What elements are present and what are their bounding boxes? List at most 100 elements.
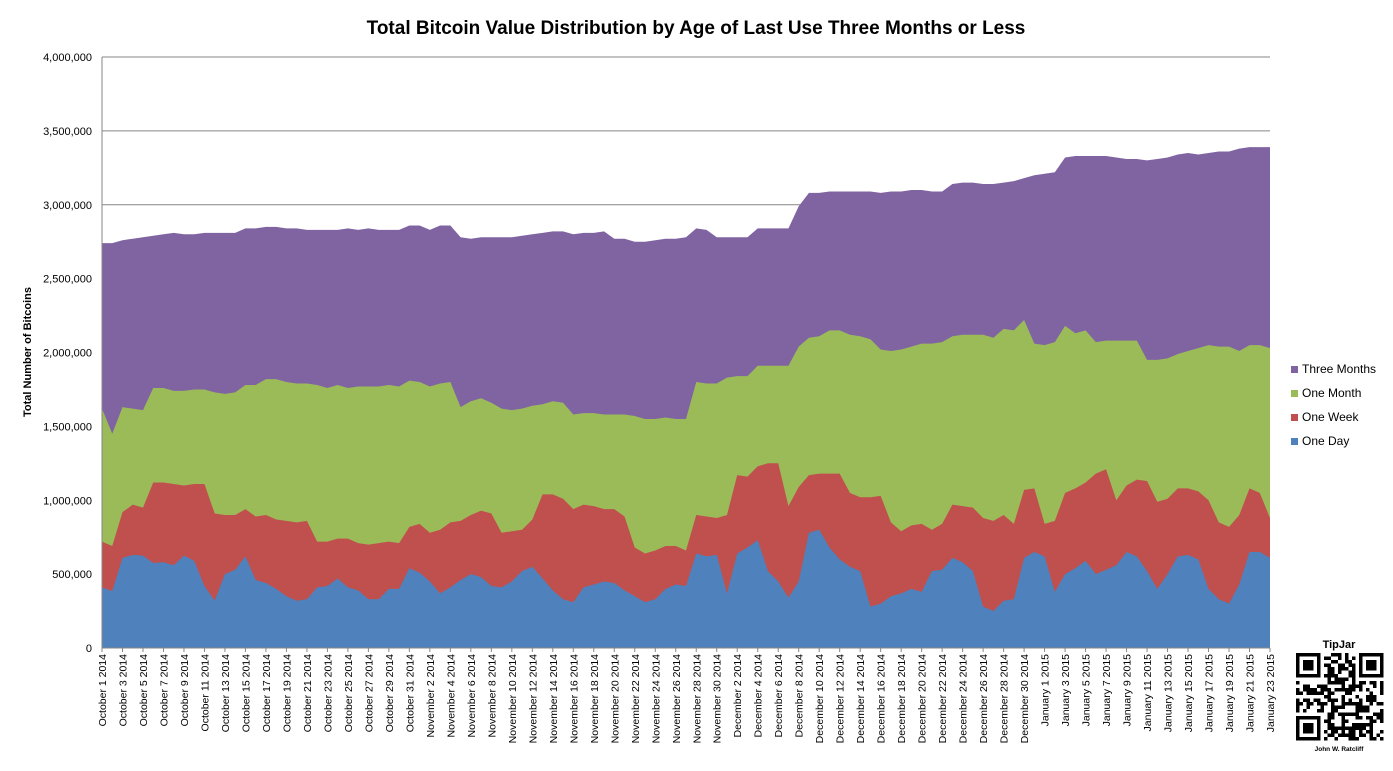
qr-module <box>1303 698 1307 702</box>
qr-module <box>1296 705 1300 709</box>
qr-module <box>1313 688 1317 692</box>
qr-module <box>1352 663 1356 667</box>
qr-module <box>1327 667 1331 671</box>
qr-module <box>1380 691 1384 695</box>
qr-module <box>1369 737 1373 741</box>
x-tick-label: October 9 2014 <box>179 654 191 727</box>
qr-module <box>1303 688 1307 692</box>
qr-module <box>1338 681 1342 685</box>
qr-module <box>1359 684 1363 688</box>
y-tick-label: 3,000,000 <box>43 200 92 212</box>
qr-module <box>1324 719 1328 723</box>
qr-module <box>1334 660 1338 664</box>
qr-module <box>1334 681 1338 685</box>
qr-module <box>1380 716 1384 720</box>
qr-module <box>1341 705 1345 709</box>
y-tick-label: 3,500,000 <box>43 126 92 138</box>
x-tick-label: December 20 2014 <box>917 654 929 743</box>
qr-module <box>1348 691 1352 695</box>
tipjar-title: TipJar <box>1323 639 1357 651</box>
qr-module <box>1348 712 1352 716</box>
qr-module <box>1359 688 1363 692</box>
x-tick-label: November 10 2014 <box>507 654 519 743</box>
qr-module <box>1296 681 1300 685</box>
qr-module <box>1338 688 1342 692</box>
x-tick-label: December 2 2014 <box>732 654 744 738</box>
qr-module <box>1380 702 1384 706</box>
y-tick-label: 4,000,000 <box>43 52 92 64</box>
qr-module <box>1373 712 1377 716</box>
x-tick-label: January 13 2015 <box>1163 654 1175 732</box>
qr-module <box>1345 719 1349 723</box>
x-tick-label: November 24 2014 <box>650 654 662 743</box>
x-tick-label: October 27 2014 <box>363 654 375 732</box>
qr-module <box>1296 709 1300 713</box>
x-tick-label: October 11 2014 <box>199 654 211 732</box>
x-tick-label: November 22 2014 <box>630 654 642 743</box>
qr-module <box>1369 730 1373 734</box>
qr-module <box>1359 709 1363 713</box>
qr-module <box>1369 716 1373 720</box>
qr-module <box>1355 684 1359 688</box>
qr-module <box>1352 702 1356 706</box>
qr-module <box>1296 698 1300 702</box>
qr-module <box>1331 674 1335 678</box>
qr-module <box>1369 681 1373 685</box>
plot-areas <box>102 147 1270 648</box>
qr-module <box>1369 726 1373 730</box>
qr-module <box>1334 698 1338 702</box>
x-tick-label: November 26 2014 <box>671 654 683 743</box>
qr-module <box>1348 730 1352 734</box>
qr-module <box>1380 719 1384 723</box>
qr-module <box>1327 716 1331 720</box>
x-tick-label: November 18 2014 <box>589 654 601 743</box>
qr-module <box>1334 688 1338 692</box>
qr-module <box>1362 681 1366 685</box>
qr-module <box>1345 656 1349 660</box>
qr-module <box>1317 698 1321 702</box>
x-tick-label: January 9 2015 <box>1122 654 1134 727</box>
qr-module <box>1306 705 1310 709</box>
qr-module <box>1366 705 1370 709</box>
x-tick-label: December 28 2014 <box>999 654 1011 743</box>
qr-module <box>1341 688 1345 692</box>
qr-module <box>1299 702 1303 706</box>
legend-label: Three Months <box>1302 362 1376 376</box>
x-tick-label: November 30 2014 <box>712 654 724 743</box>
qr-module <box>1296 688 1300 692</box>
qr-module <box>1341 698 1345 702</box>
qr-module <box>1338 663 1342 667</box>
qr-module <box>1341 702 1345 706</box>
qr-module <box>1327 677 1331 681</box>
qr-module <box>1338 733 1342 737</box>
qr-module <box>1348 688 1352 692</box>
x-tick-label: December 12 2014 <box>835 654 847 743</box>
y-tick-label: 1,000,000 <box>43 495 92 507</box>
x-tick-label: December 8 2014 <box>794 654 806 738</box>
x-tick-label: October 29 2014 <box>384 654 396 732</box>
x-tick-label: October 1 2014 <box>97 654 109 727</box>
qr-module <box>1317 702 1321 706</box>
qr-module <box>1338 726 1342 730</box>
qr-module <box>1310 691 1314 695</box>
qr-module <box>1334 677 1338 681</box>
qr-module <box>1324 684 1328 688</box>
qr-module <box>1352 681 1356 685</box>
x-tick-label: December 30 2014 <box>1019 654 1031 743</box>
qr-module <box>1327 695 1331 699</box>
qr-module <box>1362 726 1366 730</box>
qr-module <box>1341 667 1345 671</box>
qr-module <box>1373 737 1377 741</box>
qr-finder <box>1303 723 1314 734</box>
x-tick-label: October 17 2014 <box>261 654 273 732</box>
qr-module <box>1359 705 1363 709</box>
qr-module <box>1341 684 1345 688</box>
qr-module <box>1341 695 1345 699</box>
qr-module <box>1345 691 1349 695</box>
qr-module <box>1369 719 1373 723</box>
qr-module <box>1352 730 1356 734</box>
qr-module <box>1380 737 1384 741</box>
qr-module <box>1345 733 1349 737</box>
qr-module <box>1348 663 1352 667</box>
qr-module <box>1345 677 1349 681</box>
